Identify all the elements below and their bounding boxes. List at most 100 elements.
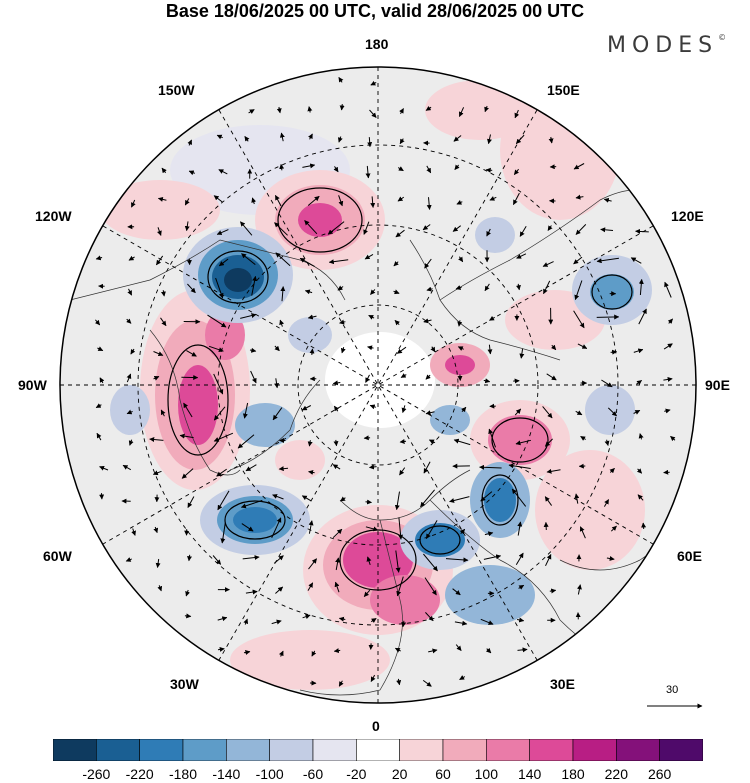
wind-arrow	[274, 378, 280, 389]
wind-arrow	[308, 133, 313, 140]
wind-arrow	[184, 198, 190, 206]
wind-arrow	[184, 221, 190, 232]
legend-tick-label: 60	[435, 766, 451, 782]
wind-arrow	[483, 554, 502, 560]
wind-arrow	[455, 644, 462, 651]
wind-arrow	[220, 522, 226, 544]
wind-arrow	[337, 285, 344, 291]
wind-arrow	[187, 496, 195, 508]
wind-arrow	[457, 346, 464, 351]
wind-arrow	[128, 439, 134, 446]
wind-arrow	[243, 618, 249, 625]
wind-arrow	[370, 289, 376, 295]
legend-swatch	[269, 739, 314, 761]
wind-arrow	[549, 588, 557, 594]
wind-arrow	[279, 319, 285, 327]
wind-arrow	[454, 620, 468, 626]
wind-arrow	[186, 350, 197, 357]
wind-arrow	[512, 192, 520, 206]
wind-arrow	[96, 432, 102, 441]
wind-arrow	[458, 256, 464, 263]
wind-arrow	[445, 557, 469, 563]
wind-arrow	[542, 261, 554, 267]
reference-vector-arrow	[647, 703, 703, 709]
wind-arrow	[604, 439, 610, 446]
legend-swatch	[442, 739, 487, 761]
wind-arrow	[545, 554, 552, 567]
wind-arrow	[425, 374, 431, 380]
wind-arrow	[335, 557, 341, 571]
wind-arrow	[339, 319, 346, 325]
legend-tick-label: 20	[391, 766, 408, 782]
wind-arrow	[517, 617, 525, 623]
wind-arrow	[399, 138, 405, 145]
wind-arrow	[395, 550, 401, 573]
legend-swatch	[356, 739, 400, 761]
wind-arrow	[241, 253, 256, 265]
wind-arrow	[152, 470, 162, 476]
wind-arrow	[452, 588, 461, 596]
lon-label-60w: 60W	[43, 548, 72, 564]
wind-arrow	[636, 468, 643, 474]
wind-arrow	[428, 648, 438, 654]
wind-arrow	[664, 408, 671, 414]
wind-arrow	[301, 495, 312, 502]
wind-arrow	[484, 283, 490, 292]
wind-arrow	[130, 348, 136, 355]
wind-arrow	[240, 499, 263, 509]
anomaly-field	[69, 76, 691, 696]
wind-arrow	[369, 464, 377, 470]
wind-arrow	[304, 220, 318, 235]
wind-arrow	[664, 281, 672, 298]
wind-arrow	[400, 373, 407, 378]
wind-arrow	[455, 285, 462, 290]
wind-arrow	[480, 491, 493, 502]
wind-arrow	[212, 555, 222, 565]
wind-arrow	[242, 402, 249, 419]
legend-swatch	[529, 739, 574, 761]
legend-tick-label: -20	[346, 766, 367, 782]
wind-arrow	[425, 520, 438, 540]
wind-arrow	[208, 345, 224, 353]
wind-arrow	[368, 314, 375, 320]
wind-arrow	[546, 373, 557, 381]
wind-arrow	[394, 491, 400, 511]
wind-arrow	[395, 229, 405, 238]
wind-arrow	[489, 196, 497, 201]
wind-arrow	[610, 525, 617, 532]
wind-arrow	[485, 647, 492, 654]
wind-arrow	[457, 320, 463, 327]
wind-arrow	[638, 433, 644, 440]
legend-swatch	[616, 739, 660, 761]
lon-label-90e: 90E	[705, 377, 730, 393]
legend-swatch	[572, 739, 617, 761]
lon-label-60e: 60E	[677, 548, 702, 564]
wind-arrow	[667, 318, 673, 324]
wind-arrow	[160, 409, 166, 417]
wind-arrow	[95, 403, 102, 409]
legend-swatch	[486, 739, 530, 761]
wind-arrow	[518, 584, 525, 590]
legend-swatch	[399, 739, 444, 761]
wind-arrow	[637, 494, 644, 501]
wind-arrow	[396, 678, 402, 686]
wind-arrow	[367, 345, 374, 351]
wind-arrow	[428, 439, 436, 445]
wind-arrow	[426, 286, 433, 292]
wind-arrow	[213, 432, 234, 442]
wind-arrow	[422, 679, 432, 687]
brand-logo: MODES©	[607, 32, 727, 58]
wind-arrow	[401, 405, 407, 413]
wind-arrow	[366, 556, 372, 566]
wind-arrow	[484, 105, 489, 113]
legend-tick-label: 260	[647, 766, 672, 782]
wind-arrow	[517, 647, 528, 653]
wind-arrow	[633, 409, 641, 415]
wind-arrow	[131, 528, 136, 536]
wind-arrow	[271, 619, 282, 625]
wind-arrow	[513, 168, 520, 175]
legend-tick-label: -100	[255, 766, 284, 782]
legend-tick-label: 220	[604, 766, 629, 782]
wind-arrow	[153, 351, 164, 356]
